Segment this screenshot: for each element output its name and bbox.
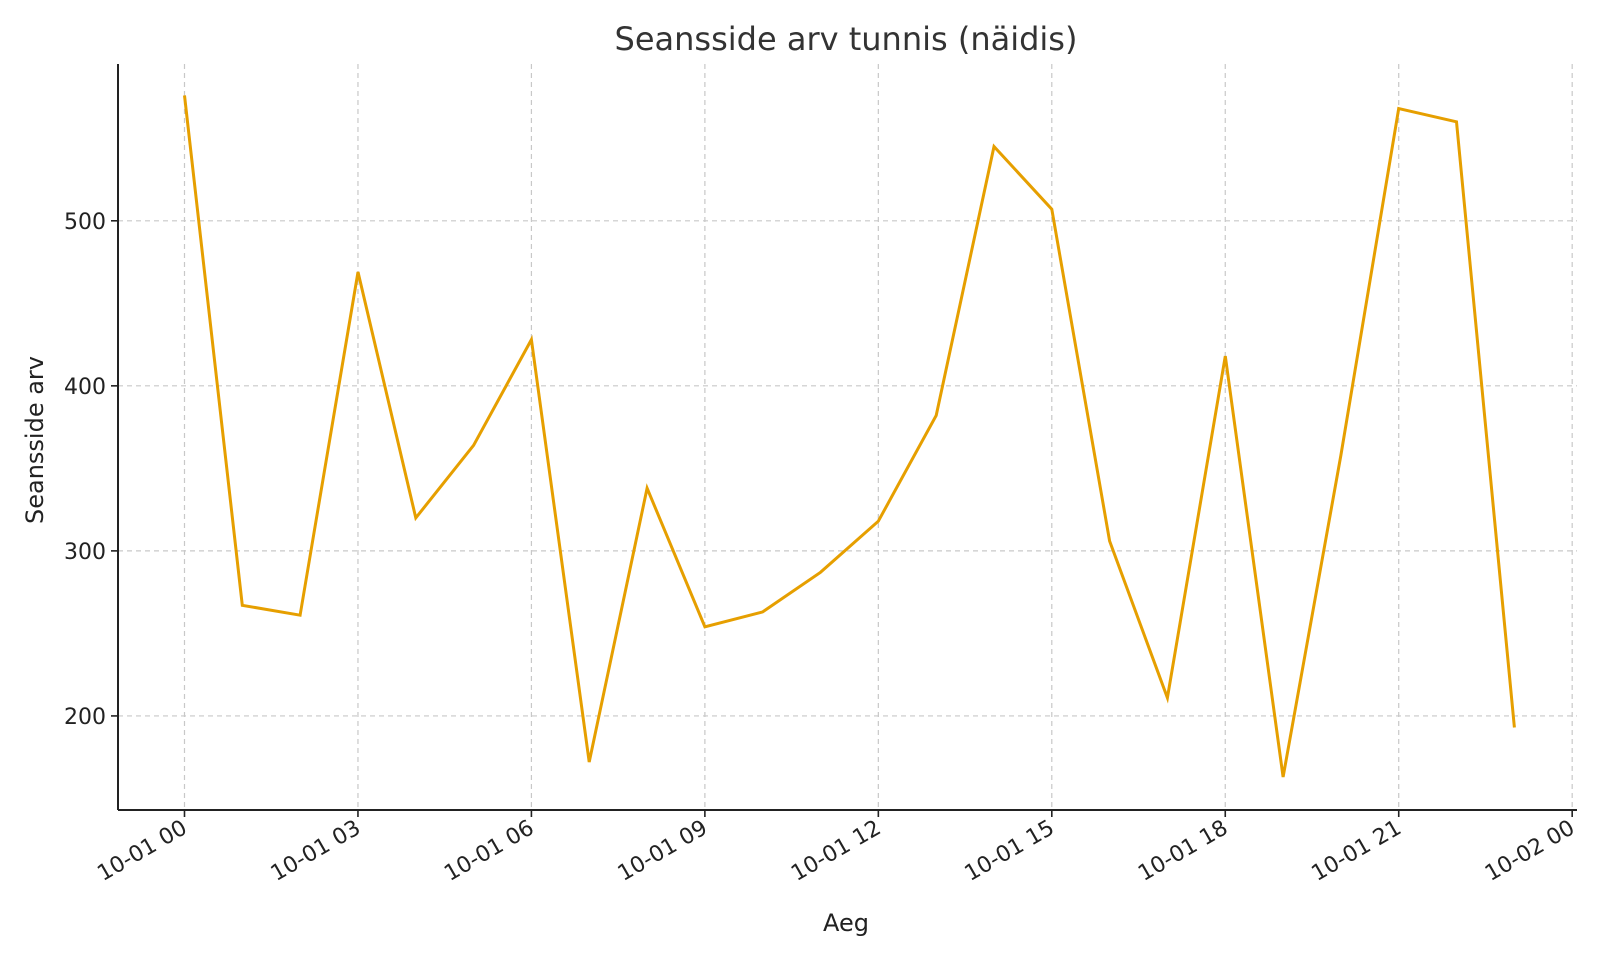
x-tick-label: 10-01 00: [93, 816, 191, 887]
x-tick-label: 10-01 12: [787, 816, 885, 887]
axes: [117, 64, 1577, 811]
y-tick-label: 300: [64, 540, 106, 565]
x-tick-label: 10-02 00: [1481, 816, 1579, 887]
x-tick-label: 10-01 21: [1308, 816, 1406, 887]
series-line: [183, 95, 1516, 778]
x-tick-label: 10-01 09: [614, 816, 712, 887]
grid-lines: [118, 64, 1577, 810]
y-tick-label: 500: [64, 210, 106, 235]
chart-title: Seansside arv tunnis (näidis): [615, 20, 1078, 58]
y-tick-label: 400: [64, 375, 106, 400]
x-tick-label: 10-01 18: [1134, 816, 1232, 887]
y-tick-label: 200: [64, 705, 106, 730]
x-axis-label: Aeg: [823, 909, 869, 937]
x-tick-label: 10-01 15: [961, 816, 1059, 887]
y-axis-label: Seansside arv: [21, 356, 49, 524]
x-tick-label: 10-01 06: [440, 816, 538, 887]
x-tick-label: 10-01 03: [267, 816, 365, 887]
series-layer: [183, 95, 1516, 778]
tick-labels: 200 300 400 500 10-01 00 10-01 03 10-01 06 10-0…: [64, 210, 1579, 887]
